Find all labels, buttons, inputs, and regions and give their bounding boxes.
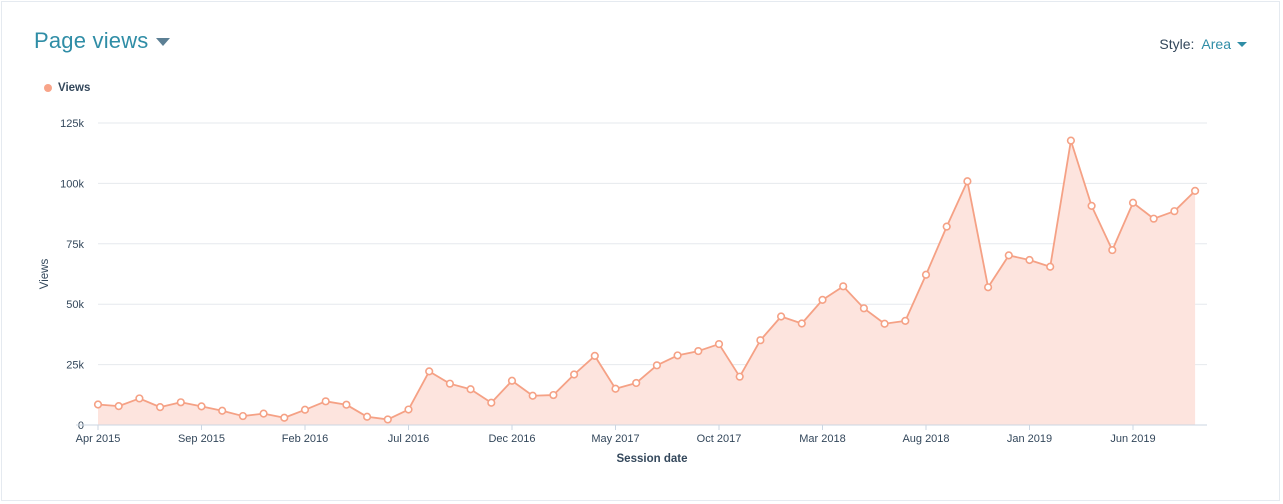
data-point [942, 222, 951, 231]
data-point [776, 312, 786, 321]
data-point [1025, 255, 1034, 265]
data-point [797, 319, 806, 328]
y-tick-label: 100k [60, 178, 84, 190]
chevron-down-icon [155, 38, 170, 46]
chart-style-control: Style: Area [1159, 36, 1247, 52]
data-point [1108, 245, 1117, 255]
data-point [404, 405, 413, 414]
style-label: Style: [1159, 36, 1195, 52]
series-area-views [98, 140, 1196, 426]
data-point [425, 367, 434, 376]
data-point [983, 283, 993, 292]
report-title-dropdown[interactable]: Page views [34, 28, 170, 54]
chevron-down-icon [1237, 41, 1247, 47]
style-value: Area [1201, 36, 1231, 52]
x-tick-label: Oct 2017 [697, 433, 742, 445]
x-tick-label: Dec 2016 [488, 433, 535, 445]
y-tick-label: 75k [66, 239, 84, 251]
data-point [694, 346, 703, 356]
x-tick-label: Jun 2019 [1110, 433, 1155, 445]
legend-dot-icon [44, 84, 52, 92]
data-point [1128, 198, 1138, 207]
data-point [342, 400, 351, 409]
data-point [818, 295, 827, 304]
data-point [238, 411, 247, 421]
data-point [1170, 207, 1179, 216]
data-point [673, 351, 682, 360]
data-point [487, 398, 496, 407]
data-point [652, 361, 662, 370]
data-point [590, 351, 599, 361]
data-point [569, 370, 579, 379]
style-dropdown[interactable]: Area [1201, 36, 1247, 52]
data-point [1004, 251, 1013, 260]
data-point [259, 409, 268, 418]
x-tick-label: Apr 2015 [76, 433, 121, 445]
data-point [466, 385, 475, 394]
data-point [714, 339, 724, 349]
data-point [1046, 262, 1055, 271]
data-point [839, 282, 848, 291]
x-axis-title: Session date [617, 453, 688, 465]
data-point [880, 319, 889, 328]
data-point [445, 379, 455, 388]
data-point [197, 402, 206, 411]
axes: 0 25k 50k 75k 100k 125k Apr 2015 Sep 2015 Feb 20… [60, 118, 1207, 445]
legend-label-views: Views [58, 82, 91, 94]
data-point [528, 391, 537, 400]
data-point [963, 177, 972, 186]
data-point [549, 390, 558, 400]
x-tick-label: Jul 2016 [388, 433, 430, 445]
x-tick-label: Jan 2019 [1007, 433, 1052, 445]
data-point [507, 376, 517, 385]
y-tick-label: 50k [66, 299, 84, 311]
y-axis-title: Views [39, 259, 51, 290]
data-point [321, 397, 330, 406]
data-point [1190, 186, 1200, 195]
data-point [383, 415, 392, 424]
data-point [756, 336, 765, 345]
data-point [611, 384, 620, 393]
chart-legend[interactable]: Views [44, 82, 90, 94]
data-points [93, 136, 1200, 424]
x-tick-label: Feb 2016 [282, 433, 328, 445]
data-point [921, 270, 931, 279]
x-tick-label: May 2017 [591, 433, 639, 445]
data-point [93, 400, 103, 409]
x-tick-label: Sep 2015 [178, 433, 225, 445]
data-point [1066, 136, 1075, 145]
grid-lines [98, 122, 1207, 366]
data-point [859, 304, 869, 313]
data-point [114, 402, 123, 411]
data-point [218, 406, 227, 415]
data-point [1087, 201, 1096, 210]
data-point [363, 412, 372, 421]
data-point [300, 405, 310, 414]
data-point [135, 394, 144, 403]
data-point [176, 398, 185, 407]
data-point [1149, 214, 1158, 223]
data-point [156, 403, 165, 412]
y-tick-label: 25k [66, 360, 84, 372]
data-point [901, 316, 910, 325]
x-tick-label: Mar 2018 [799, 433, 845, 445]
y-tick-label: 125k [60, 118, 84, 130]
x-tick-label: Aug 2018 [902, 433, 949, 445]
data-point [735, 372, 744, 381]
page-title: Page views [34, 28, 149, 53]
data-point [632, 378, 641, 388]
y-tick-label: 0 [78, 420, 84, 432]
data-point [280, 413, 289, 422]
